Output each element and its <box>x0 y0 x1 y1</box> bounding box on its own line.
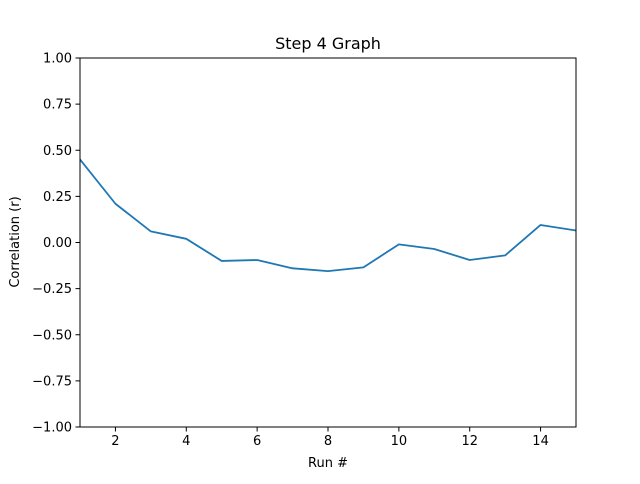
x-tick-label: 8 <box>324 434 332 449</box>
y-tick-label: 1.00 <box>43 52 72 67</box>
x-tick-label: 4 <box>182 434 190 449</box>
y-axis-label: Correlation (r) <box>8 196 23 287</box>
x-tick-label: 14 <box>532 434 549 449</box>
series-line-1 <box>80 158 576 273</box>
y-tick-label: −0.75 <box>32 374 72 389</box>
x-tick-label: 2 <box>111 434 119 449</box>
x-tick-label: 10 <box>391 434 408 449</box>
y-tick-label: −1.00 <box>32 421 72 436</box>
y-tick-label: 0.25 <box>43 190 72 205</box>
y-tick-label: 0.00 <box>43 236 72 251</box>
y-tick-label: 0.50 <box>43 144 72 159</box>
x-axis-label: Run # <box>308 456 348 471</box>
y-tick-label: −0.25 <box>32 282 72 297</box>
x-tick-label: 6 <box>253 434 261 449</box>
axes-layer: 2 4 6 8 10 12 14 −1.00 −0.75 −0.50 −0.25 0.00 0.25 0.… <box>32 52 577 449</box>
chart-title: Step 4 Graph <box>275 34 381 53</box>
y-tick-label: 0.75 <box>43 98 72 113</box>
x-tick-label: 12 <box>461 434 478 449</box>
y-tick-label: −0.50 <box>32 328 72 343</box>
series-layer <box>80 158 576 273</box>
